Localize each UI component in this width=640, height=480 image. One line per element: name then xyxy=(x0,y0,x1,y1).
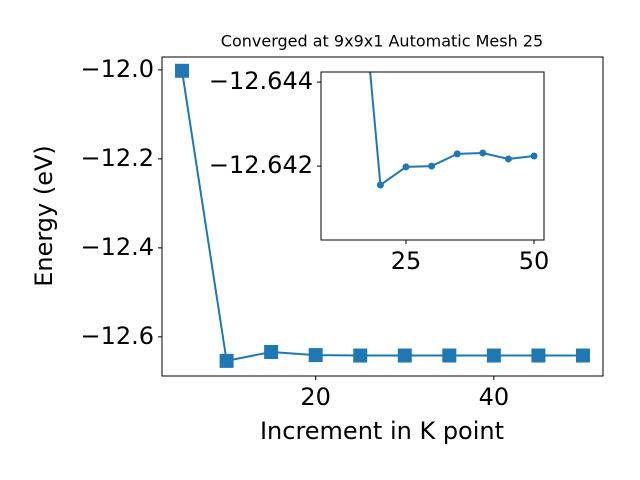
marker xyxy=(428,162,436,170)
plot-clip xyxy=(369,72,538,189)
marker xyxy=(442,348,457,363)
plot-clip xyxy=(175,63,590,368)
axes-frame xyxy=(161,56,604,377)
marker xyxy=(453,150,461,158)
chart-title: Converged at 9x9x1 Automatic Mesh 25 xyxy=(221,32,543,51)
marker xyxy=(353,348,368,363)
marker xyxy=(376,181,384,189)
marker xyxy=(402,163,410,171)
y-axis-label: Energy (eV) xyxy=(30,145,58,287)
x-axis-label: Increment in K point xyxy=(260,417,504,445)
marker xyxy=(175,63,190,78)
x-tick-label: 50 xyxy=(519,247,550,275)
y-tick-label: −12.0 xyxy=(80,55,154,83)
y-tick-label: −12.6 xyxy=(80,322,154,350)
marker xyxy=(264,344,279,359)
y-tick-label: −12.642 xyxy=(209,151,313,179)
axes-frame xyxy=(320,71,545,241)
x-tick-label: 20 xyxy=(300,383,331,411)
marker xyxy=(504,155,512,163)
x-tick-label: 25 xyxy=(391,247,422,275)
marker xyxy=(530,152,538,160)
marker xyxy=(308,348,323,363)
plot-area xyxy=(321,72,544,240)
y-tick-label: −12.4 xyxy=(80,233,154,261)
marker xyxy=(219,353,234,368)
marker xyxy=(486,348,501,363)
y-tick-label: −12.644 xyxy=(209,67,313,95)
marker xyxy=(397,348,412,363)
data-line xyxy=(369,72,535,187)
marker xyxy=(575,348,590,363)
data-line xyxy=(181,70,583,363)
marker xyxy=(531,348,546,363)
y-tick-label: −12.2 xyxy=(80,144,154,172)
x-tick-label: 40 xyxy=(479,383,510,411)
marker xyxy=(479,149,487,157)
